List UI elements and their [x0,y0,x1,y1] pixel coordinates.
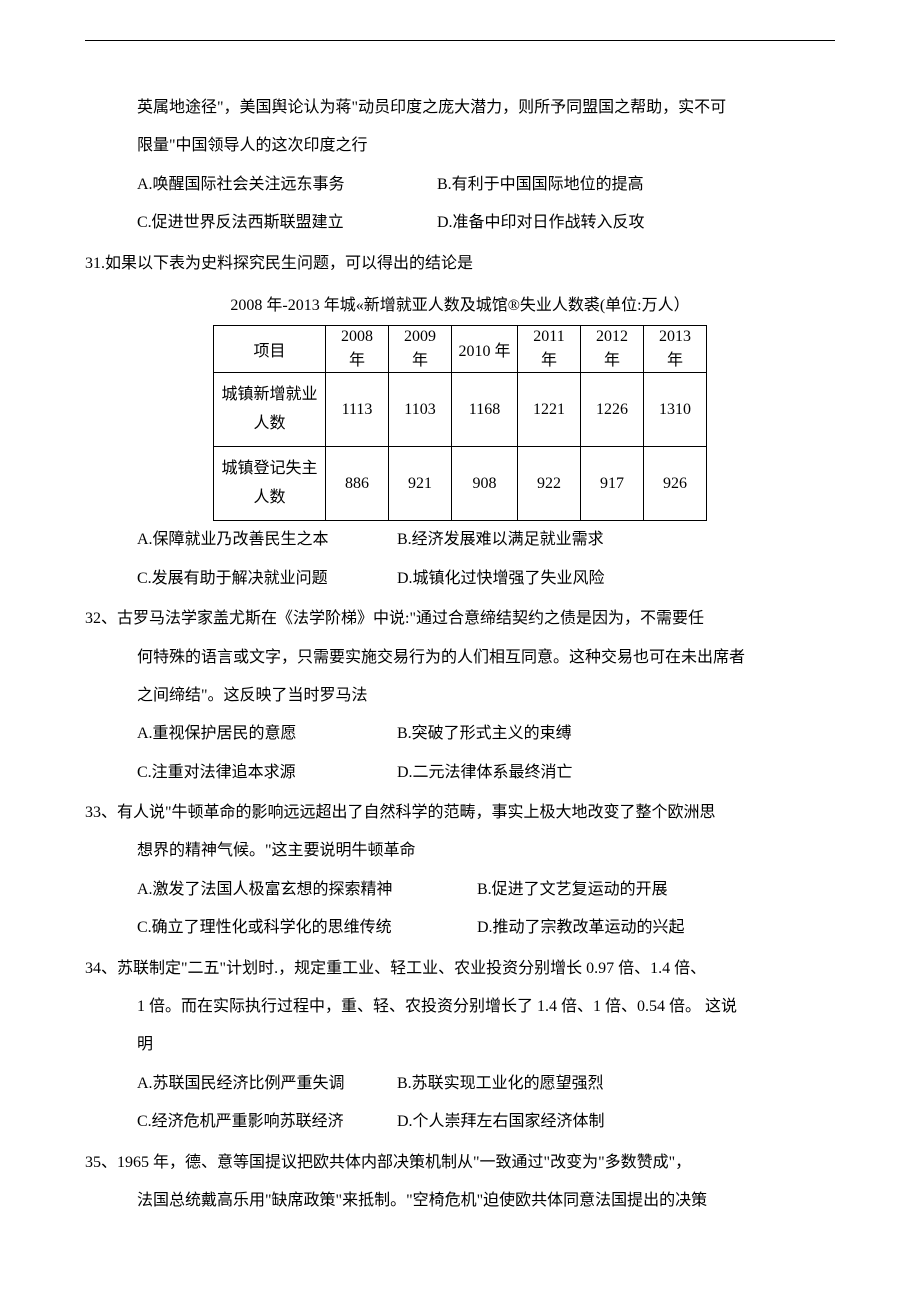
row2-c1: 921 [389,447,452,521]
q34-line2: 1 倍。而在实际执行过程中，重、轻、农投资分别增长了 1.4 倍、1 倍、0.5… [85,988,835,1026]
q33-line1: 33、有人说"牛顿革命的影响远远超出了自然科学的范畴，事实上极大地改变了整个欧洲… [85,794,835,832]
q34-options-row2: C.经济危机严重影响苏联经济 D.个人崇拜左右国家经济体制 [85,1103,835,1141]
row2-c4: 917 [581,447,644,521]
q33-option-c: C.确立了理性化或科学化的思维传统 [137,909,477,947]
q32-line3: 之间缔结"。这反映了当时罗马法 [85,677,835,715]
q34-option-b: B.苏联实现工业化的愿望强烈 [397,1065,835,1103]
th-item: 项目 [214,326,326,373]
th-2013: 2013 年 [644,326,707,373]
row1-c5: 1310 [644,373,707,447]
q32-option-a: A.重视保护居民的意愿 [137,715,397,753]
th-2012: 2012 年 [581,326,644,373]
q32-line2: 何特殊的语言或文字，只需要实施交易行为的人们相互同意。这种交易也可在未出席者 [85,639,835,677]
row1-c1: 1103 [389,373,452,447]
q31-stem: 31.如果以下表为史料探究民生问题，可以得出的结论是 [85,245,835,283]
q31-options-row2: C.发展有助于解决就业问题 D.城镇化过快增强了失业风险 [85,560,835,598]
row1-c2: 1168 [452,373,518,447]
q33-option-d: D.推动了宗教改革运动的兴起 [477,909,835,947]
table-row: 城镇新增就业人数 1113 1103 1168 1221 1226 1310 [214,373,707,447]
top-horizontal-rule [85,40,835,41]
q32-line1: 32、古罗马法学家盖尤斯在《法学阶梯》中说:"通过合意缔结契约之债是因为，不需要… [85,600,835,638]
q31-table-caption: 2008 年-2013 年城«新增就亚人数及城馆®失业人数裘(单位:万人） [85,287,835,325]
q31-options-row1: A.保障就业乃改善民生之本 B.经济发展难以满足就业需求 [85,521,835,559]
q30-line1: 英属地途径"，美国舆论认为蒋"动员印度之庞大潜力，则所予同盟国之帮助，实不可 [85,89,835,127]
q34-line3: 明 [85,1026,835,1064]
row1-label: 城镇新增就业人数 [214,373,326,447]
q33-options-row2: C.确立了理性化或科学化的思维传统 D.推动了宗教改革运动的兴起 [85,909,835,947]
table-header-row: 项目 2008 年 2009 年 2010 年 2011 年 2012 年 20… [214,326,707,373]
q31-option-a: A.保障就业乃改善民生之本 [137,521,397,559]
q31-option-d: D.城镇化过快增强了失业风险 [397,560,835,598]
row2-label: 城镇登记失主人数 [214,447,326,521]
q33-line2: 想界的精神气候。"这主要说明牛顿革命 [85,832,835,870]
q30-option-b: B.有利于中国国际地位的提高 [437,166,835,204]
q30-option-a: A.唤醒国际社会关注远东事务 [137,166,437,204]
row1-c0: 1113 [326,373,389,447]
q30-options-row2: C.促进世界反法西斯联盟建立 D.准备中印对日作战转入反攻 [85,204,835,242]
q35-line2: 法国总统戴高乐用"缺席政策"来抵制。"空椅危机"迫使欧共体同意法国提出的决策 [85,1182,835,1220]
q33-option-a: A.激发了法国人极富玄想的探索精神 [137,871,477,909]
q30-options-row1: A.唤醒国际社会关注远东事务 B.有利于中国国际地位的提高 [85,166,835,204]
row1-c4: 1226 [581,373,644,447]
q34-options-row1: A.苏联国民经济比例严重失调 B.苏联实现工业化的愿望强烈 [85,1065,835,1103]
row1-c3: 1221 [518,373,581,447]
q34-option-c: C.经济危机严重影响苏联经济 [137,1103,397,1141]
q32-option-d: D.二元法律体系最终消亡 [397,754,835,792]
q34-option-a: A.苏联国民经济比例严重失调 [137,1065,397,1103]
th-2010: 2010 年 [452,326,518,373]
q30-option-c: C.促进世界反法西斯联盟建立 [137,204,437,242]
th-2011: 2011 年 [518,326,581,373]
table-row: 城镇登记失主人数 886 921 908 922 917 926 [214,447,707,521]
q31-option-b: B.经济发展难以满足就业需求 [397,521,835,559]
q35-line1: 35、1965 年，德、意等国提议把欧共体内部决策机制从"一致通过"改变为"多数… [85,1144,835,1182]
q34-option-d: D.个人崇拜左右国家经济体制 [397,1103,835,1141]
q32-option-b: B.突破了形式主义的束缚 [397,715,835,753]
row2-c2: 908 [452,447,518,521]
row2-c5: 926 [644,447,707,521]
th-2009: 2009 年 [389,326,452,373]
q33-option-b: B.促进了文艺复运动的开展 [477,871,835,909]
q32-options-row2: C.注重对法律追本求源 D.二元法律体系最终消亡 [85,754,835,792]
q31-table: 项目 2008 年 2009 年 2010 年 2011 年 2012 年 20… [213,325,707,521]
q30-option-d: D.准备中印对日作战转入反攻 [437,204,835,242]
q32-options-row1: A.重视保护居民的意愿 B.突破了形式主义的束缚 [85,715,835,753]
q33-options-row1: A.激发了法国人极富玄想的探索精神 B.促进了文艺复运动的开展 [85,871,835,909]
q31-option-c: C.发展有助于解决就业问题 [137,560,397,598]
row2-c0: 886 [326,447,389,521]
th-2008: 2008 年 [326,326,389,373]
q30-line2: 限量"中国领导人的这次印度之行 [85,127,835,165]
q34-line1: 34、苏联制定"二五"计划时.，规定重工业、轻工业、农业投资分别增长 0.97 … [85,950,835,988]
row2-c3: 922 [518,447,581,521]
q32-option-c: C.注重对法律追本求源 [137,754,397,792]
